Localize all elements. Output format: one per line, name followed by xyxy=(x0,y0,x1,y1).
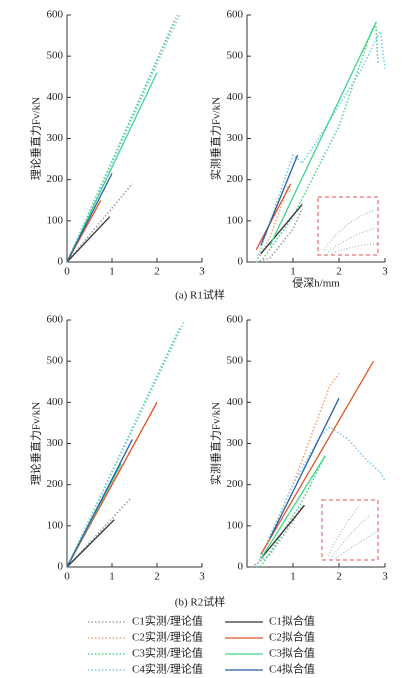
caption: (a) R1试样 xyxy=(175,288,225,302)
series-line xyxy=(66,321,185,568)
y-tick-label: 200 xyxy=(47,173,64,185)
series-line xyxy=(66,173,113,263)
y-tick-label: 400 xyxy=(47,91,64,103)
y-axis-label: 理论垂直力Fv/kN xyxy=(29,402,43,485)
x-tick-label: 3 xyxy=(382,266,388,278)
series-line xyxy=(260,154,299,246)
legend-label: C3实测/理论值 xyxy=(132,646,203,660)
series-line xyxy=(66,183,133,263)
y-tick-label: 100 xyxy=(227,519,244,531)
y-tick-label: 200 xyxy=(227,173,244,185)
x-tick-label: 0 xyxy=(64,266,70,278)
series-line xyxy=(269,22,377,246)
series-line xyxy=(260,455,326,568)
y-tick-label: 400 xyxy=(47,396,64,408)
x-tick-label: 2 xyxy=(336,266,342,278)
x-tick-label: 2 xyxy=(154,571,160,583)
y-tick-label: 400 xyxy=(227,396,244,408)
x-tick-label: 3 xyxy=(199,266,205,278)
series-line xyxy=(269,397,340,539)
y-tick-label: 100 xyxy=(227,214,244,226)
series-line xyxy=(260,455,326,560)
x-tick-label: 2 xyxy=(154,266,160,278)
y-tick-label: 500 xyxy=(47,50,64,62)
y-tick-label: 500 xyxy=(227,355,244,367)
y-tick-label: 300 xyxy=(227,132,244,144)
series-line xyxy=(66,519,115,568)
y-axis-label: 实测垂直力Fv/kN xyxy=(209,402,223,485)
y-tick-label: 0 xyxy=(238,561,244,573)
y-tick-label: 300 xyxy=(227,437,244,449)
legend-label: C1拟合值 xyxy=(269,614,315,628)
caption: (b) R2试样 xyxy=(175,595,225,609)
y-tick-label: 500 xyxy=(227,50,244,62)
series-line xyxy=(255,373,340,568)
series-line xyxy=(255,183,292,263)
series-line xyxy=(66,72,158,263)
inset-curves xyxy=(323,209,378,254)
y-tick-label: 300 xyxy=(47,132,64,144)
series-line xyxy=(66,14,179,263)
y-tick-label: 400 xyxy=(227,91,244,103)
series-line xyxy=(66,18,176,263)
legend-label: C2拟合值 xyxy=(269,630,315,644)
x-tick-label: 1 xyxy=(109,571,115,583)
inset-curves xyxy=(327,504,377,559)
series-line xyxy=(255,425,386,568)
y-tick-label: 0 xyxy=(58,256,64,268)
series-line xyxy=(66,439,133,568)
inset-box xyxy=(321,499,379,561)
y-tick-label: 600 xyxy=(227,9,244,21)
x-tick-label: 1 xyxy=(290,266,296,278)
y-tick-label: 100 xyxy=(47,519,64,531)
series-line xyxy=(255,28,386,263)
legend-label: C4实测/理论值 xyxy=(132,662,203,676)
y-tick-label: 100 xyxy=(47,214,64,226)
legend-label: C4拟合值 xyxy=(269,662,315,676)
y-tick-label: 0 xyxy=(58,561,64,573)
x-tick-label: 1 xyxy=(290,571,296,583)
series-line xyxy=(66,14,181,263)
x-tick-label: 3 xyxy=(199,571,205,583)
y-tick-label: 500 xyxy=(47,355,64,367)
series-line xyxy=(255,183,292,251)
y-tick-label: 0 xyxy=(238,256,244,268)
series-line xyxy=(251,504,303,568)
series-line xyxy=(260,360,375,555)
y-axis-label: 理论垂直力Fv/kN xyxy=(29,97,43,180)
y-tick-label: 600 xyxy=(47,9,64,21)
x-tick-label: 3 xyxy=(382,571,388,583)
y-tick-label: 600 xyxy=(227,314,244,326)
legend-label: C3拟合值 xyxy=(269,646,315,660)
x-tick-label: 0 xyxy=(64,571,70,583)
series-line xyxy=(260,203,303,255)
series-line xyxy=(66,216,111,263)
inset-box xyxy=(317,196,379,256)
x-tick-label: 2 xyxy=(336,571,342,583)
x-tick-label: 1 xyxy=(109,266,115,278)
x-axis-label: 侵深h/mm xyxy=(292,277,340,290)
legend-label: C2实测/理论值 xyxy=(132,630,203,644)
y-axis-label: 实测垂直力Fv/kN xyxy=(209,97,223,180)
series-line xyxy=(255,208,303,263)
y-tick-label: 200 xyxy=(227,478,244,490)
y-tick-label: 300 xyxy=(47,437,64,449)
legend-label: C1实测/理论值 xyxy=(132,614,203,628)
y-tick-label: 200 xyxy=(47,478,64,490)
y-tick-label: 600 xyxy=(47,314,64,326)
series-line xyxy=(260,504,306,560)
